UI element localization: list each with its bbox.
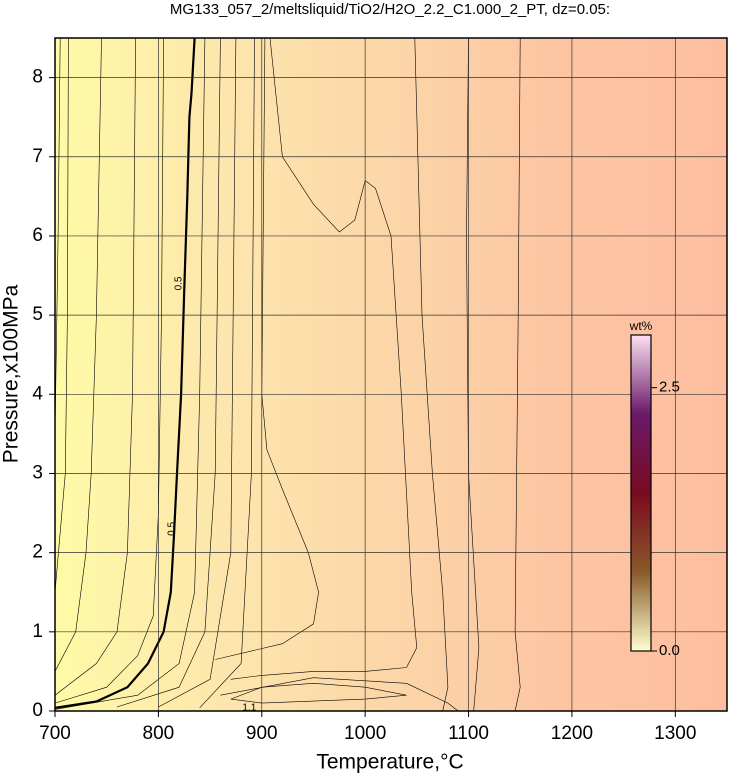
x-tick-label: 1000 (344, 723, 386, 744)
colorbar-label: wt% (629, 319, 653, 333)
plot-background (55, 38, 727, 711)
y-tick-label: 2 (32, 542, 43, 563)
colorbar-tick-label: 0.0 (659, 642, 680, 659)
y-tick-label: 0 (32, 700, 43, 721)
contour-line (54, 37, 206, 710)
y-tick-label: 5 (32, 304, 43, 325)
contour-line (54, 37, 102, 672)
contour-line (414, 37, 449, 712)
x-tick-label: 700 (39, 723, 71, 744)
y-tick-label: 4 (32, 383, 43, 404)
y-tick-label: 3 (32, 462, 43, 483)
y-tick-label: 7 (32, 146, 43, 167)
plot-frame (54, 37, 728, 712)
x-tick-label: 1200 (551, 723, 593, 744)
x-tick-label: 1300 (654, 723, 696, 744)
contour-line (220, 677, 459, 712)
x-axis-label: Temperature,°C (316, 751, 463, 774)
contour-label: 0.5 (166, 522, 177, 536)
contour-line (54, 37, 136, 696)
y-tick-label: 8 (32, 67, 43, 88)
colorbar-tick-label: 2.5 (659, 379, 680, 396)
y-tick-label: 6 (32, 225, 43, 246)
contour-line (158, 37, 237, 708)
colorbar (630, 334, 652, 652)
contour-label: 1.1 (242, 702, 256, 713)
x-tick-label: 800 (143, 723, 175, 744)
y-tick-label: 1 (32, 621, 43, 642)
contour-label: 0.5 (174, 276, 185, 290)
x-tick-label: 1100 (448, 723, 489, 744)
x-tick-label: 900 (246, 723, 278, 744)
y-axis-label: Pressure,x100MPa (0, 284, 23, 463)
contour-line (230, 682, 407, 704)
chart-title: MG133_057_2/meltsliquid/TiO2/H2O_2.2_C1.… (170, 1, 610, 18)
contour-line (54, 37, 196, 709)
contour-line (199, 37, 255, 709)
